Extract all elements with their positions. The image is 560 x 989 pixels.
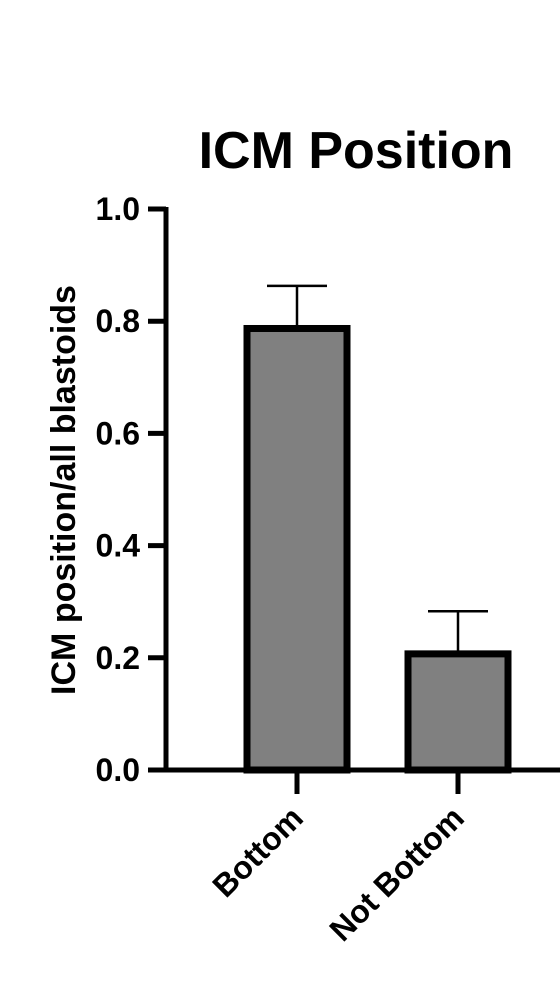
bars <box>243 324 512 774</box>
y-tick-label: 1.0 <box>96 191 140 227</box>
bar <box>243 324 351 774</box>
chart-title: ICM Position <box>199 122 514 180</box>
y-tick-label: 0.4 <box>96 528 141 564</box>
x-tick-label: Bottom <box>205 799 310 904</box>
y-tick-label: 0.8 <box>96 303 140 339</box>
x-axis-ticks: Bottom Not Bottom <box>205 770 471 948</box>
y-tick-label: 0.2 <box>96 640 140 676</box>
y-tick-label: 0.6 <box>96 415 140 451</box>
x-tick-label: Not Bottom <box>322 799 471 948</box>
bar <box>404 650 512 774</box>
y-tick-label: 0.0 <box>96 752 140 788</box>
y-axis-ticks: 0.0 0.2 0.4 0.6 0.8 1.0 <box>96 191 166 788</box>
y-axis-label: ICM position/all blastoids <box>45 285 83 695</box>
error-bars <box>267 284 488 654</box>
